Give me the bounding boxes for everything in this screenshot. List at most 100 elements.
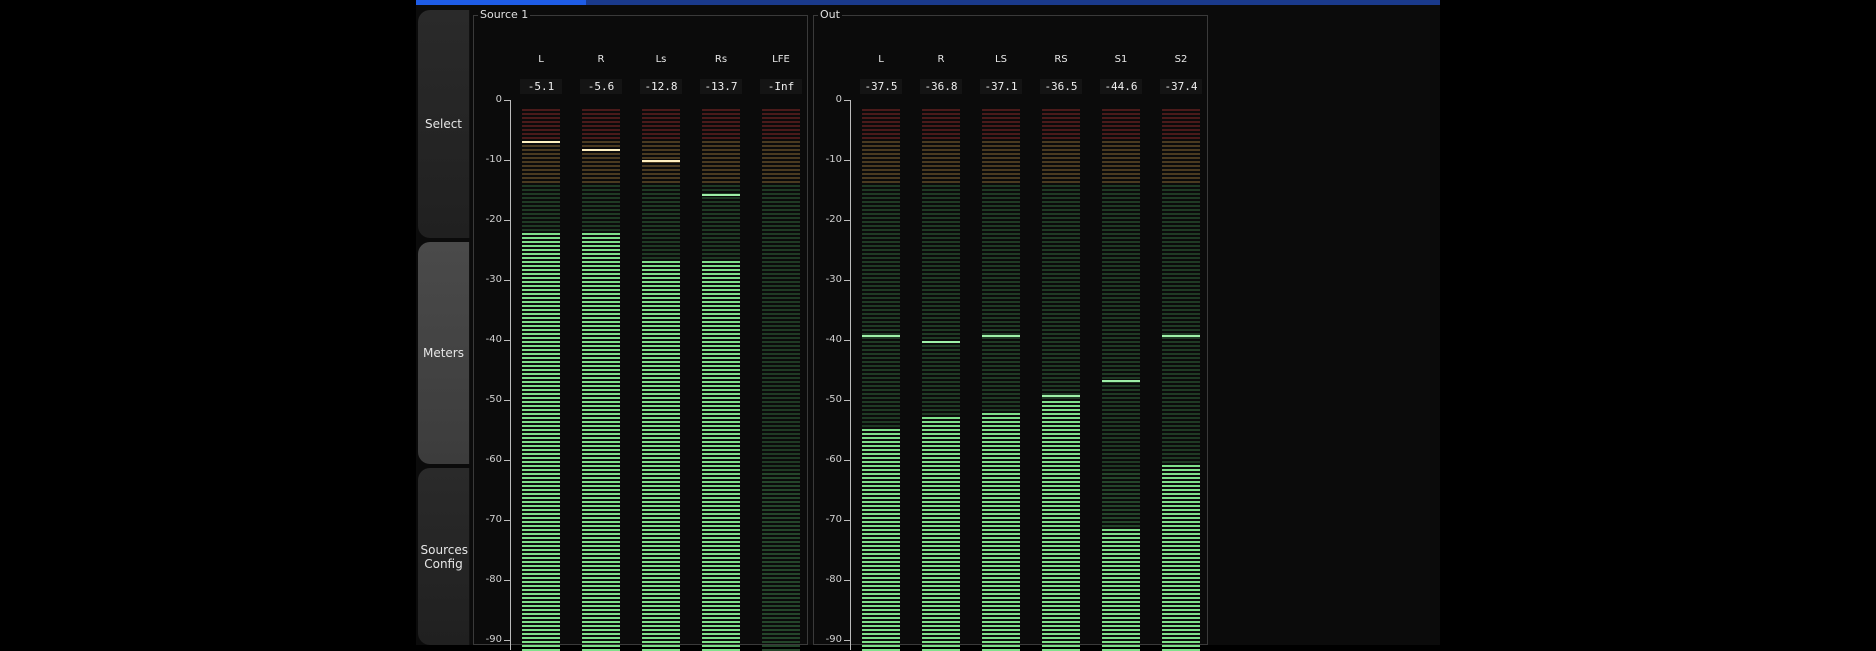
- meter-segment: [522, 305, 560, 307]
- scale-tick-label: -70: [825, 514, 842, 525]
- meter-segment: [582, 313, 620, 315]
- meter-segment: [1162, 217, 1200, 219]
- meter-segment: [862, 485, 900, 487]
- meter-segment: [762, 485, 800, 487]
- meter-segment: [1162, 601, 1200, 603]
- scale-tick-label: 0: [835, 94, 842, 105]
- sidebar-item-select[interactable]: Select: [418, 10, 470, 238]
- sidebar-item-sources-config[interactable]: Sources Config: [418, 468, 470, 645]
- meter-segment: [522, 545, 560, 547]
- meter-segment: [762, 389, 800, 391]
- meter-segment: [862, 237, 900, 239]
- meter-segment: [642, 461, 680, 463]
- meter-segment: [582, 625, 620, 627]
- meter-segment: [982, 213, 1020, 215]
- meter-segment: [642, 405, 680, 407]
- meter-segment: [1102, 453, 1140, 455]
- meter-segment: [1042, 289, 1080, 291]
- meter-segment: [862, 261, 900, 263]
- meter-segment: [582, 569, 620, 571]
- meter-segment: [702, 509, 740, 511]
- meter-segment: [922, 297, 960, 299]
- meter-segment: [762, 617, 800, 619]
- meter-segment: [702, 121, 740, 123]
- meter-segment: [982, 597, 1020, 599]
- meter-segment: [702, 109, 740, 111]
- meter-segment: [1042, 369, 1080, 371]
- meter-segment: [582, 221, 620, 223]
- meter-segment: [642, 213, 680, 215]
- meter-segment: [862, 401, 900, 403]
- meter-segment: [1162, 221, 1200, 223]
- meter-segment: [1162, 181, 1200, 183]
- meter-segment: [862, 337, 900, 339]
- meter-segment: [582, 141, 620, 143]
- meter-segment: [922, 637, 960, 639]
- meter-segment: [1042, 173, 1080, 175]
- meter-segment: [522, 489, 560, 491]
- meter-segment: [1042, 397, 1080, 399]
- meter-segment: [1102, 505, 1140, 507]
- meter-segment: [862, 473, 900, 475]
- meter-segment: [702, 381, 740, 383]
- meter-segment: [642, 385, 680, 387]
- meter-segment: [1042, 417, 1080, 419]
- meter-segment: [1102, 117, 1140, 119]
- meter-segment: [582, 577, 620, 579]
- meter-segment: [582, 397, 620, 399]
- meter-segment: [922, 293, 960, 295]
- meter-segment: [702, 485, 740, 487]
- meter-segment: [982, 461, 1020, 463]
- scale-tick-label: -30: [485, 274, 502, 285]
- meter-segment: [642, 605, 680, 607]
- top-tab-indicator: [416, 0, 586, 5]
- meter-segment: [982, 329, 1020, 331]
- scale-tick-mark: [844, 100, 850, 101]
- meter-segment: [922, 645, 960, 647]
- meter-segment: [922, 345, 960, 347]
- meter-segment: [862, 229, 900, 231]
- meter-segment: [922, 569, 960, 571]
- meter-segment: [862, 373, 900, 375]
- meter-segment: [522, 229, 560, 231]
- meter-segment: [702, 609, 740, 611]
- meter-segment: [702, 493, 740, 495]
- meter-scale-line: [510, 100, 511, 650]
- meter-segment: [922, 177, 960, 179]
- meter-segment: [922, 261, 960, 263]
- meter-segment: [522, 517, 560, 519]
- meter-segment: [862, 613, 900, 615]
- meter-segment: [1042, 473, 1080, 475]
- meter-segment: [762, 421, 800, 423]
- meter-segment: [1042, 257, 1080, 259]
- meter-segment: [702, 201, 740, 203]
- panel-title: Out: [818, 8, 842, 22]
- meter-segment: [762, 373, 800, 375]
- meter-segment: [1102, 193, 1140, 195]
- meter-segment: [982, 613, 1020, 615]
- meter-segment: [522, 521, 560, 523]
- meter-segment: [982, 445, 1020, 447]
- sidebar-item-meters[interactable]: Meters: [418, 242, 470, 464]
- meter-segment: [982, 261, 1020, 263]
- meter-segment: [702, 489, 740, 491]
- meter-segment: [702, 281, 740, 283]
- meter-segment: [702, 569, 740, 571]
- meter-segment: [762, 441, 800, 443]
- meter-segment: [1162, 197, 1200, 199]
- meter-segment: [762, 609, 800, 611]
- scale-tick-mark: [844, 520, 850, 521]
- meter-segment: [862, 641, 900, 643]
- meter-segment: [522, 501, 560, 503]
- meter-segment: [1102, 433, 1140, 435]
- meter-segment: [1162, 381, 1200, 383]
- meter-segment: [642, 497, 680, 499]
- meter-segment: [522, 389, 560, 391]
- meter-segment: [642, 237, 680, 239]
- meter-segment: [1042, 305, 1080, 307]
- meter-segment: [522, 541, 560, 543]
- meter-segment: [922, 197, 960, 199]
- meter-segment: [762, 249, 800, 251]
- meter-segment: [762, 357, 800, 359]
- meter-segment: [862, 157, 900, 159]
